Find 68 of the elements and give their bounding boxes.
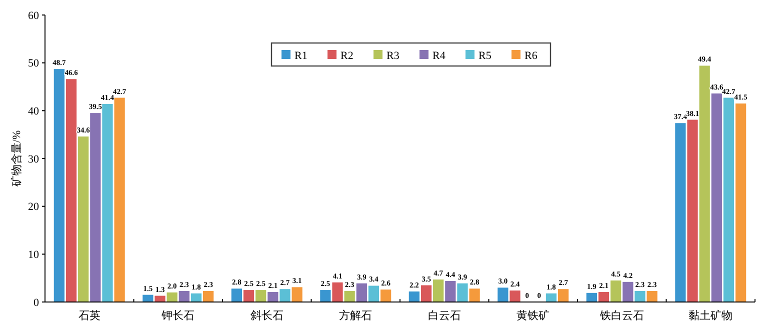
bar [54, 69, 64, 302]
y-tick-label: 40 [28, 106, 40, 118]
bar [280, 289, 290, 302]
bar [332, 282, 343, 302]
bar [190, 293, 202, 302]
y-tick-label: 50 [28, 58, 40, 70]
bar [166, 292, 178, 302]
bar [622, 282, 634, 302]
bar [498, 288, 508, 302]
bar [469, 288, 480, 302]
bar [610, 280, 622, 302]
bar [634, 291, 646, 302]
y-tick-label: 30 [28, 153, 40, 166]
bar [711, 93, 722, 302]
y-tick-label: 10 [28, 249, 40, 262]
bar [66, 79, 77, 302]
bar [114, 98, 125, 302]
bar [420, 285, 432, 302]
bar [723, 98, 734, 302]
x-tick-label: 石英 [78, 309, 100, 322]
bar [356, 283, 367, 302]
bar [320, 290, 331, 302]
legend-label: R3 [386, 50, 400, 62]
bar [292, 287, 302, 302]
bar [142, 294, 154, 302]
legend-label: R5 [478, 50, 492, 62]
bar [203, 291, 214, 302]
bar [445, 280, 456, 302]
legend-label: R6 [524, 50, 538, 62]
x-tick-label: 钾长石 [160, 309, 195, 322]
y-tick-label: 60 [28, 10, 40, 22]
bar [256, 290, 266, 302]
bar [687, 120, 698, 302]
bar [457, 283, 468, 302]
x-tick-label: 铁白云石 [598, 310, 644, 322]
bar [380, 290, 392, 302]
y-tick-label: 0 [34, 296, 40, 309]
bar [231, 288, 242, 302]
bar [646, 291, 658, 302]
bar [736, 103, 746, 302]
bar [78, 136, 89, 302]
legend-label: R1 [294, 50, 308, 62]
bar [558, 289, 569, 302]
bar [408, 291, 420, 302]
y-axis-title: 矿物含量/% [10, 130, 23, 188]
x-tick-label: 白云石 [428, 310, 461, 322]
bar [675, 123, 686, 302]
bar [178, 291, 190, 302]
bar [510, 290, 520, 302]
legend-label: R4 [432, 50, 446, 62]
x-tick-label: 斜长石 [250, 309, 284, 322]
bar [344, 291, 355, 302]
bar [598, 292, 610, 302]
y-tick-label: 20 [28, 201, 40, 214]
bar [433, 280, 444, 302]
bar [102, 104, 113, 302]
bar [268, 292, 278, 302]
bar [586, 292, 597, 302]
x-tick-label: 方解石 [339, 309, 372, 322]
bar [243, 290, 254, 302]
legend-label: R2 [340, 50, 354, 62]
x-tick-label: 黄铁矿 [516, 309, 550, 322]
bar [368, 286, 380, 302]
bar [699, 66, 710, 302]
bar [546, 293, 557, 302]
bar [90, 113, 101, 302]
bar [154, 296, 166, 302]
x-tick-label: 黏土矿物 [688, 309, 733, 322]
